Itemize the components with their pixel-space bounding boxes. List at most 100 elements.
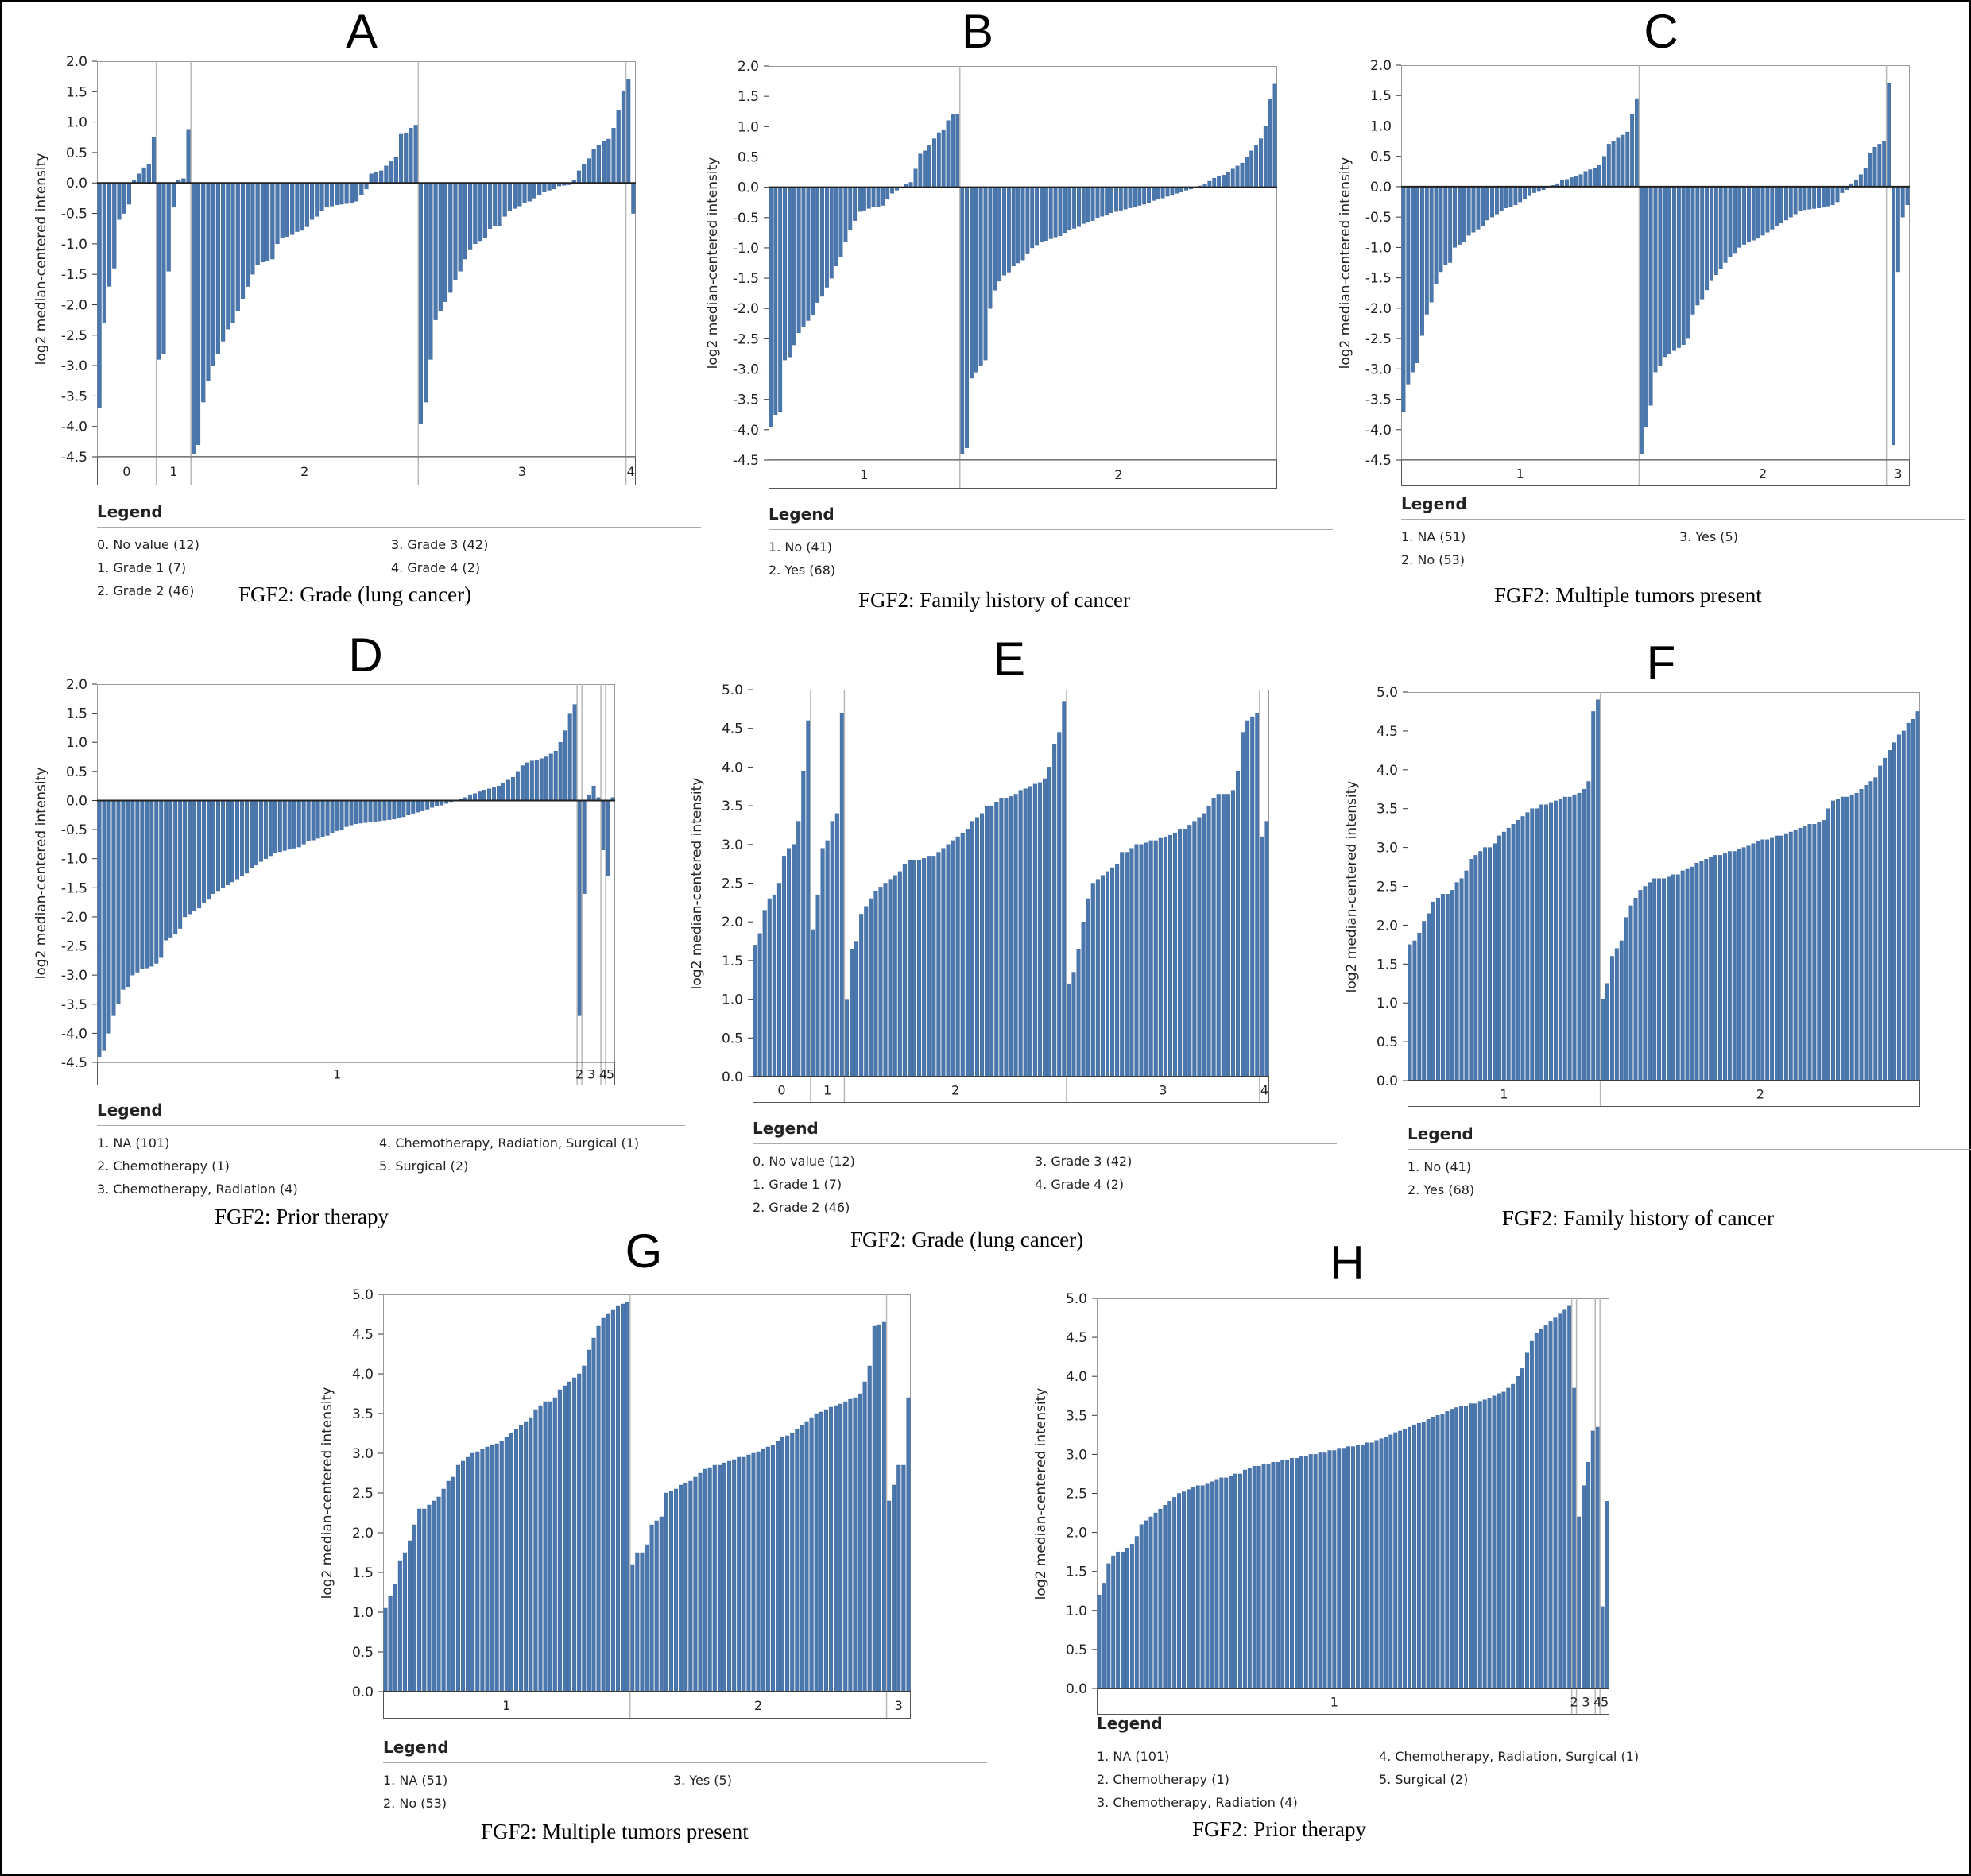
bar xyxy=(830,821,834,1077)
y-tick-label: -4.5 xyxy=(61,1055,87,1071)
bar xyxy=(1530,808,1535,1081)
bar xyxy=(547,183,552,191)
bar xyxy=(834,813,839,1077)
group-label: 4 xyxy=(627,464,635,479)
bar xyxy=(349,183,354,203)
bar xyxy=(1534,1333,1539,1689)
bar xyxy=(407,1540,412,1692)
bar xyxy=(1779,835,1783,1081)
bar xyxy=(300,183,304,231)
bar xyxy=(183,800,188,918)
bar xyxy=(1257,1465,1261,1689)
bar xyxy=(1206,805,1211,1077)
bar xyxy=(1272,83,1277,188)
bar xyxy=(1412,940,1417,1081)
bar xyxy=(1053,187,1058,238)
bar xyxy=(616,110,621,184)
y-tick-label: -2.5 xyxy=(733,331,759,347)
bar xyxy=(387,800,392,820)
bar xyxy=(927,144,932,188)
bar xyxy=(1756,841,1760,1081)
bar xyxy=(1028,786,1032,1077)
bar xyxy=(480,1449,485,1692)
bar xyxy=(1148,1516,1153,1689)
bar xyxy=(1770,837,1775,1081)
bar xyxy=(1044,187,1048,241)
bar xyxy=(809,1417,814,1692)
bar xyxy=(1052,743,1057,1077)
bar xyxy=(1501,831,1506,1081)
bar xyxy=(473,793,478,801)
bar xyxy=(1638,890,1643,1081)
bar xyxy=(422,1508,427,1692)
y-axis-label: log2 median-centered intensity xyxy=(33,153,49,366)
bar xyxy=(1595,1426,1600,1689)
bar xyxy=(858,1393,862,1692)
group-label: 1 xyxy=(169,464,177,479)
bar xyxy=(475,1451,480,1692)
y-tick-label: 2.5 xyxy=(722,876,743,892)
y-tick-label: -2.0 xyxy=(61,910,87,926)
bar xyxy=(435,800,440,806)
bar xyxy=(1427,913,1431,1081)
bar xyxy=(1118,187,1123,211)
figure-caption: FGF2: Prior therapy xyxy=(1192,1817,1366,1841)
bar xyxy=(610,1309,615,1692)
bar xyxy=(260,183,265,263)
panel-letter: D xyxy=(348,629,383,682)
bar xyxy=(1245,157,1249,188)
y-tick-label: 1.0 xyxy=(352,1605,374,1621)
bar xyxy=(1779,186,1783,224)
bar xyxy=(1406,186,1411,385)
bar xyxy=(932,138,936,188)
bar xyxy=(188,800,192,915)
figure-caption: FGF2: Prior therapy xyxy=(215,1205,389,1228)
y-tick-label: -3.0 xyxy=(733,362,759,378)
bar xyxy=(141,167,146,184)
bar xyxy=(1290,1458,1295,1689)
bar xyxy=(1186,1489,1191,1689)
bar xyxy=(1009,796,1013,1077)
bar xyxy=(1431,1417,1435,1689)
y-tick-label: 4.5 xyxy=(352,1327,374,1343)
bar xyxy=(969,187,974,379)
bar xyxy=(1492,1395,1497,1689)
bar xyxy=(896,1464,901,1692)
bar xyxy=(1384,1437,1388,1689)
y-tick-label: 4.0 xyxy=(722,760,743,776)
bar xyxy=(1775,186,1779,226)
legend-rule xyxy=(1408,1149,1971,1150)
bar xyxy=(712,1464,717,1692)
bar xyxy=(558,742,563,801)
bar xyxy=(106,800,111,1034)
legend-item: 1. NA (51) xyxy=(1401,529,1466,544)
group-label: 3 xyxy=(895,1698,903,1713)
bar xyxy=(254,800,258,865)
bar xyxy=(112,183,117,269)
bar xyxy=(828,1406,834,1692)
bar xyxy=(1133,187,1137,207)
legend-item: 1. Grade 1 (7) xyxy=(97,560,187,575)
bar xyxy=(335,183,339,206)
bar xyxy=(1114,187,1118,212)
bar xyxy=(1826,808,1831,1081)
bar xyxy=(1440,1414,1445,1689)
bar xyxy=(1553,1317,1558,1689)
legend-rule xyxy=(97,527,701,528)
bar xyxy=(819,1411,823,1692)
bar xyxy=(320,800,325,837)
y-tick-label: 5.0 xyxy=(1066,1291,1087,1307)
bar xyxy=(1285,1460,1290,1689)
group-label: 3 xyxy=(1894,466,1902,482)
bar xyxy=(881,1321,887,1692)
group-label: 1 xyxy=(1500,1087,1508,1102)
bar xyxy=(197,800,202,909)
bar xyxy=(978,187,983,366)
y-tick-label: -3.0 xyxy=(1365,362,1392,377)
bar xyxy=(815,894,820,1077)
bar xyxy=(843,187,848,242)
figure-caption: FGF2: Multiple tumors present xyxy=(481,1820,749,1843)
legend-item: 1. Grade 1 (7) xyxy=(753,1177,842,1192)
bar xyxy=(106,183,112,287)
bar xyxy=(1600,1606,1605,1689)
